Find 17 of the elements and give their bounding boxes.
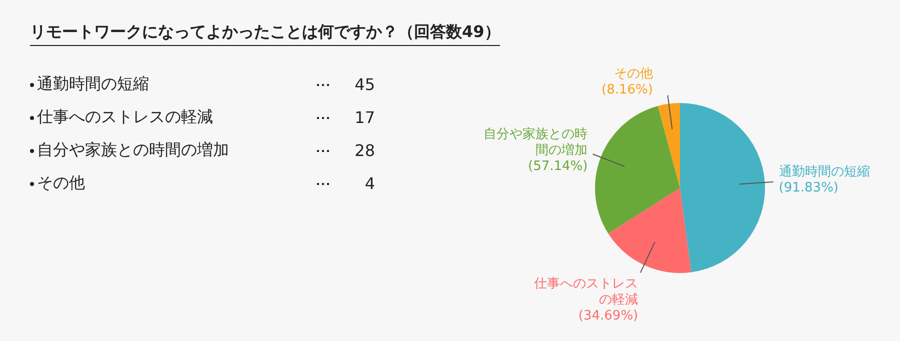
data-label: 45	[354, 75, 375, 94]
slice-label: 通勤時間の短縮	[778, 164, 870, 180]
category-label: 通勤時間の短縮	[37, 74, 150, 95]
text: (57.14%)	[528, 159, 588, 174]
data-label: 28	[354, 141, 375, 160]
slice-label: 自分や家族との時間の増加	[484, 126, 588, 158]
category-label: その他	[37, 173, 86, 194]
data-label: 4	[364, 174, 375, 193]
slice-label: その他	[614, 66, 653, 82]
text: リモートワークになってよかったことは何ですか？（回答数49）	[30, 22, 500, 46]
text: (91.83%)	[778, 180, 839, 196]
category-label: 自分や家族との時間の増加	[37, 140, 230, 161]
text: (34.69%)	[578, 308, 638, 324]
data-label: 17	[354, 108, 375, 127]
text: (8.16%)	[602, 82, 653, 98]
category-label: 仕事へのストレスの軽減	[37, 107, 214, 128]
slice-label: 仕事へのストレスの軽減	[533, 276, 638, 308]
